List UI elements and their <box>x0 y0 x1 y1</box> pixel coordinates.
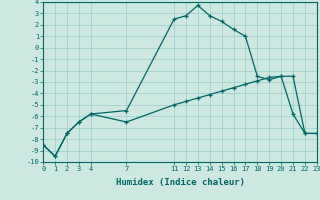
X-axis label: Humidex (Indice chaleur): Humidex (Indice chaleur) <box>116 178 244 187</box>
